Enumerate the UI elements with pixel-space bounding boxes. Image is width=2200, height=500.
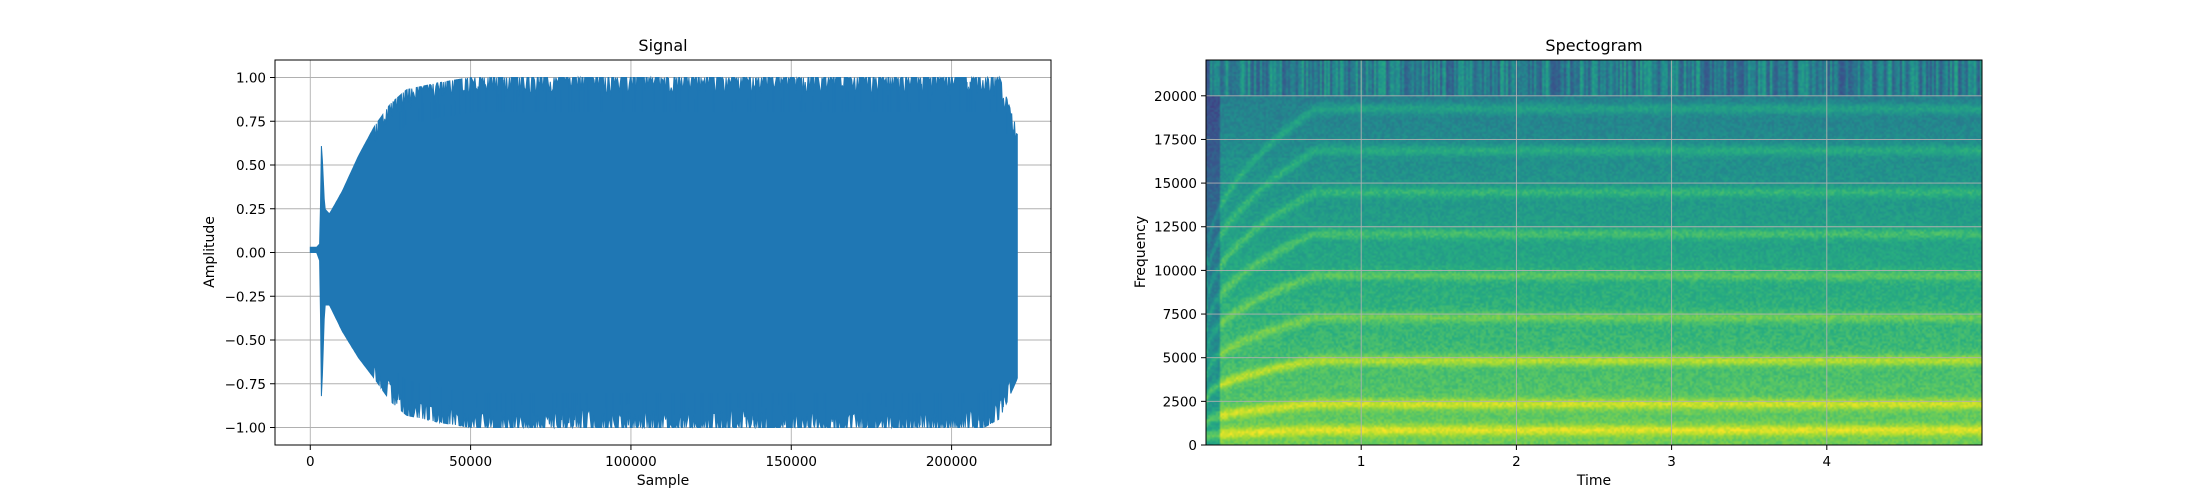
signal-y-tick-label: 1.00: [236, 71, 266, 87]
spectrogram-y-tick-label: 15000: [1154, 176, 1197, 192]
signal-waveform: [309, 75, 1018, 430]
signal-y-label: Amplitude: [202, 216, 218, 288]
signal-y-tick-label: 0.50: [236, 158, 266, 174]
signal-y-tick-label: −0.25: [225, 289, 266, 305]
signal-x-ticks: 0 50000 100000 150000 200000: [306, 445, 977, 470]
spectrogram-title: Spectogram: [1545, 36, 1642, 55]
spectrogram-x-tick-label: 2: [1512, 454, 1521, 470]
spectrogram-x-tick-label: 4: [1823, 454, 1832, 470]
signal-spikes: [395, 77, 1015, 427]
signal-y-tick-label: −0.50: [225, 333, 266, 349]
signal-y-tick-label: −1.00: [225, 421, 266, 437]
signal-x-tick-label: 0: [306, 454, 315, 470]
spectrogram-y-ticks: 0 2500 5000 7500 10000 12500 15000 17500 20000: [1154, 89, 1206, 454]
signal-chart: Signal 0 50000 100000 150000 200000 1.00 0.75…: [202, 36, 1052, 489]
spectrogram-y-tick-label: 17500: [1154, 132, 1197, 148]
spectrogram-x-label: Time: [1576, 473, 1611, 489]
signal-x-tick-label: 50000: [449, 454, 492, 470]
signal-x-label: Sample: [637, 473, 690, 489]
signal-y-tick-label: 0.00: [236, 246, 266, 262]
signal-y-ticks: 1.00 0.75 0.50 0.25 0.00 −0.25 −0.50 −0.75 −1.00: [225, 71, 275, 437]
signal-y-tick-label: −0.75: [225, 377, 266, 393]
spectrogram-y-tick-label: 5000: [1163, 351, 1197, 367]
signal-y-tick-label: 0.75: [236, 114, 266, 130]
signal-x-tick-label: 150000: [765, 454, 817, 470]
spectrogram-y-tick-label: 20000: [1154, 89, 1197, 105]
spectrogram-y-tick-label: 10000: [1154, 263, 1197, 279]
spectrogram-axes-frame: [1205, 59, 1983, 446]
signal-title: Signal: [638, 36, 687, 55]
signal-y-tick-label: 0.25: [236, 202, 266, 218]
spectrogram-y-label: Frequency: [1133, 216, 1149, 288]
spectrogram-x-tick-label: 3: [1667, 454, 1676, 470]
spectrogram-y-tick-label: 2500: [1163, 394, 1197, 410]
spectrogram-y-tick-label: 12500: [1154, 220, 1197, 236]
signal-x-tick-label: 100000: [605, 454, 657, 470]
spectrogram-y-tick-label: 0: [1188, 438, 1197, 454]
signal-x-tick-label: 200000: [926, 454, 978, 470]
spectrogram-x-ticks: 1 2 3 4: [1357, 445, 1831, 470]
spectrogram-y-tick-label: 7500: [1163, 307, 1197, 323]
spectrogram-heatmap: [1206, 60, 1982, 445]
spectrogram-x-tick-label: 1: [1357, 454, 1366, 470]
spectrogram-chart: Spectogram 1 2 3 4 0 2500 5000 7500 10000 12500 1…: [1133, 36, 1983, 489]
